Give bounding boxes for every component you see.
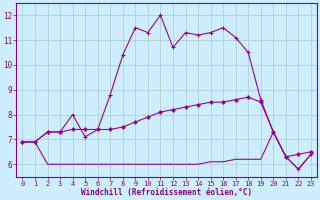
X-axis label: Windchill (Refroidissement éolien,°C): Windchill (Refroidissement éolien,°C) xyxy=(81,188,252,197)
